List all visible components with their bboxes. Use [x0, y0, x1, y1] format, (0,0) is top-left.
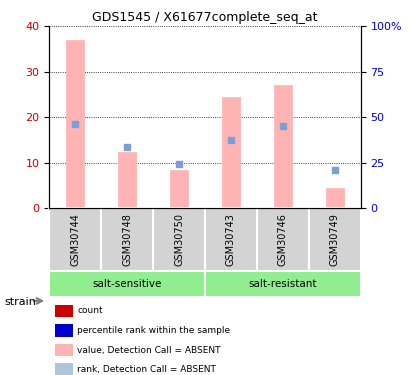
Text: GDS1545 / X61677complete_seq_at: GDS1545 / X61677complete_seq_at [92, 11, 317, 24]
Text: GSM30746: GSM30746 [277, 213, 287, 266]
Text: count: count [77, 306, 103, 315]
Bar [55, 324, 72, 337]
Bar [55, 363, 72, 375]
Text: rank, Detection Call = ABSENT: rank, Detection Call = ABSENT [77, 365, 216, 374]
FancyBboxPatch shape [256, 209, 308, 271]
FancyBboxPatch shape [49, 271, 204, 297]
Bar [66, 40, 84, 209]
Text: GSM30743: GSM30743 [225, 213, 236, 266]
FancyBboxPatch shape [49, 209, 101, 271]
Bar [169, 170, 188, 208]
Text: salt-resistant: salt-resistant [248, 279, 317, 289]
Text: value, Detection Call = ABSENT: value, Detection Call = ABSENT [77, 345, 220, 354]
FancyBboxPatch shape [153, 209, 204, 271]
Bar [55, 344, 72, 356]
FancyBboxPatch shape [204, 209, 256, 271]
Text: percentile rank within the sample: percentile rank within the sample [77, 326, 230, 335]
FancyBboxPatch shape [101, 209, 153, 271]
FancyBboxPatch shape [308, 209, 360, 271]
Bar [273, 86, 291, 209]
Text: strain: strain [4, 297, 36, 307]
Bar [55, 305, 72, 317]
Text: GSM30744: GSM30744 [70, 213, 80, 266]
Text: GSM30749: GSM30749 [329, 213, 339, 266]
Text: salt-sensitive: salt-sensitive [92, 279, 162, 289]
Bar [118, 152, 136, 208]
Text: GSM30748: GSM30748 [122, 213, 132, 266]
Bar [221, 97, 240, 208]
Text: GSM30750: GSM30750 [173, 213, 184, 266]
Bar [325, 188, 343, 209]
FancyBboxPatch shape [204, 271, 360, 297]
